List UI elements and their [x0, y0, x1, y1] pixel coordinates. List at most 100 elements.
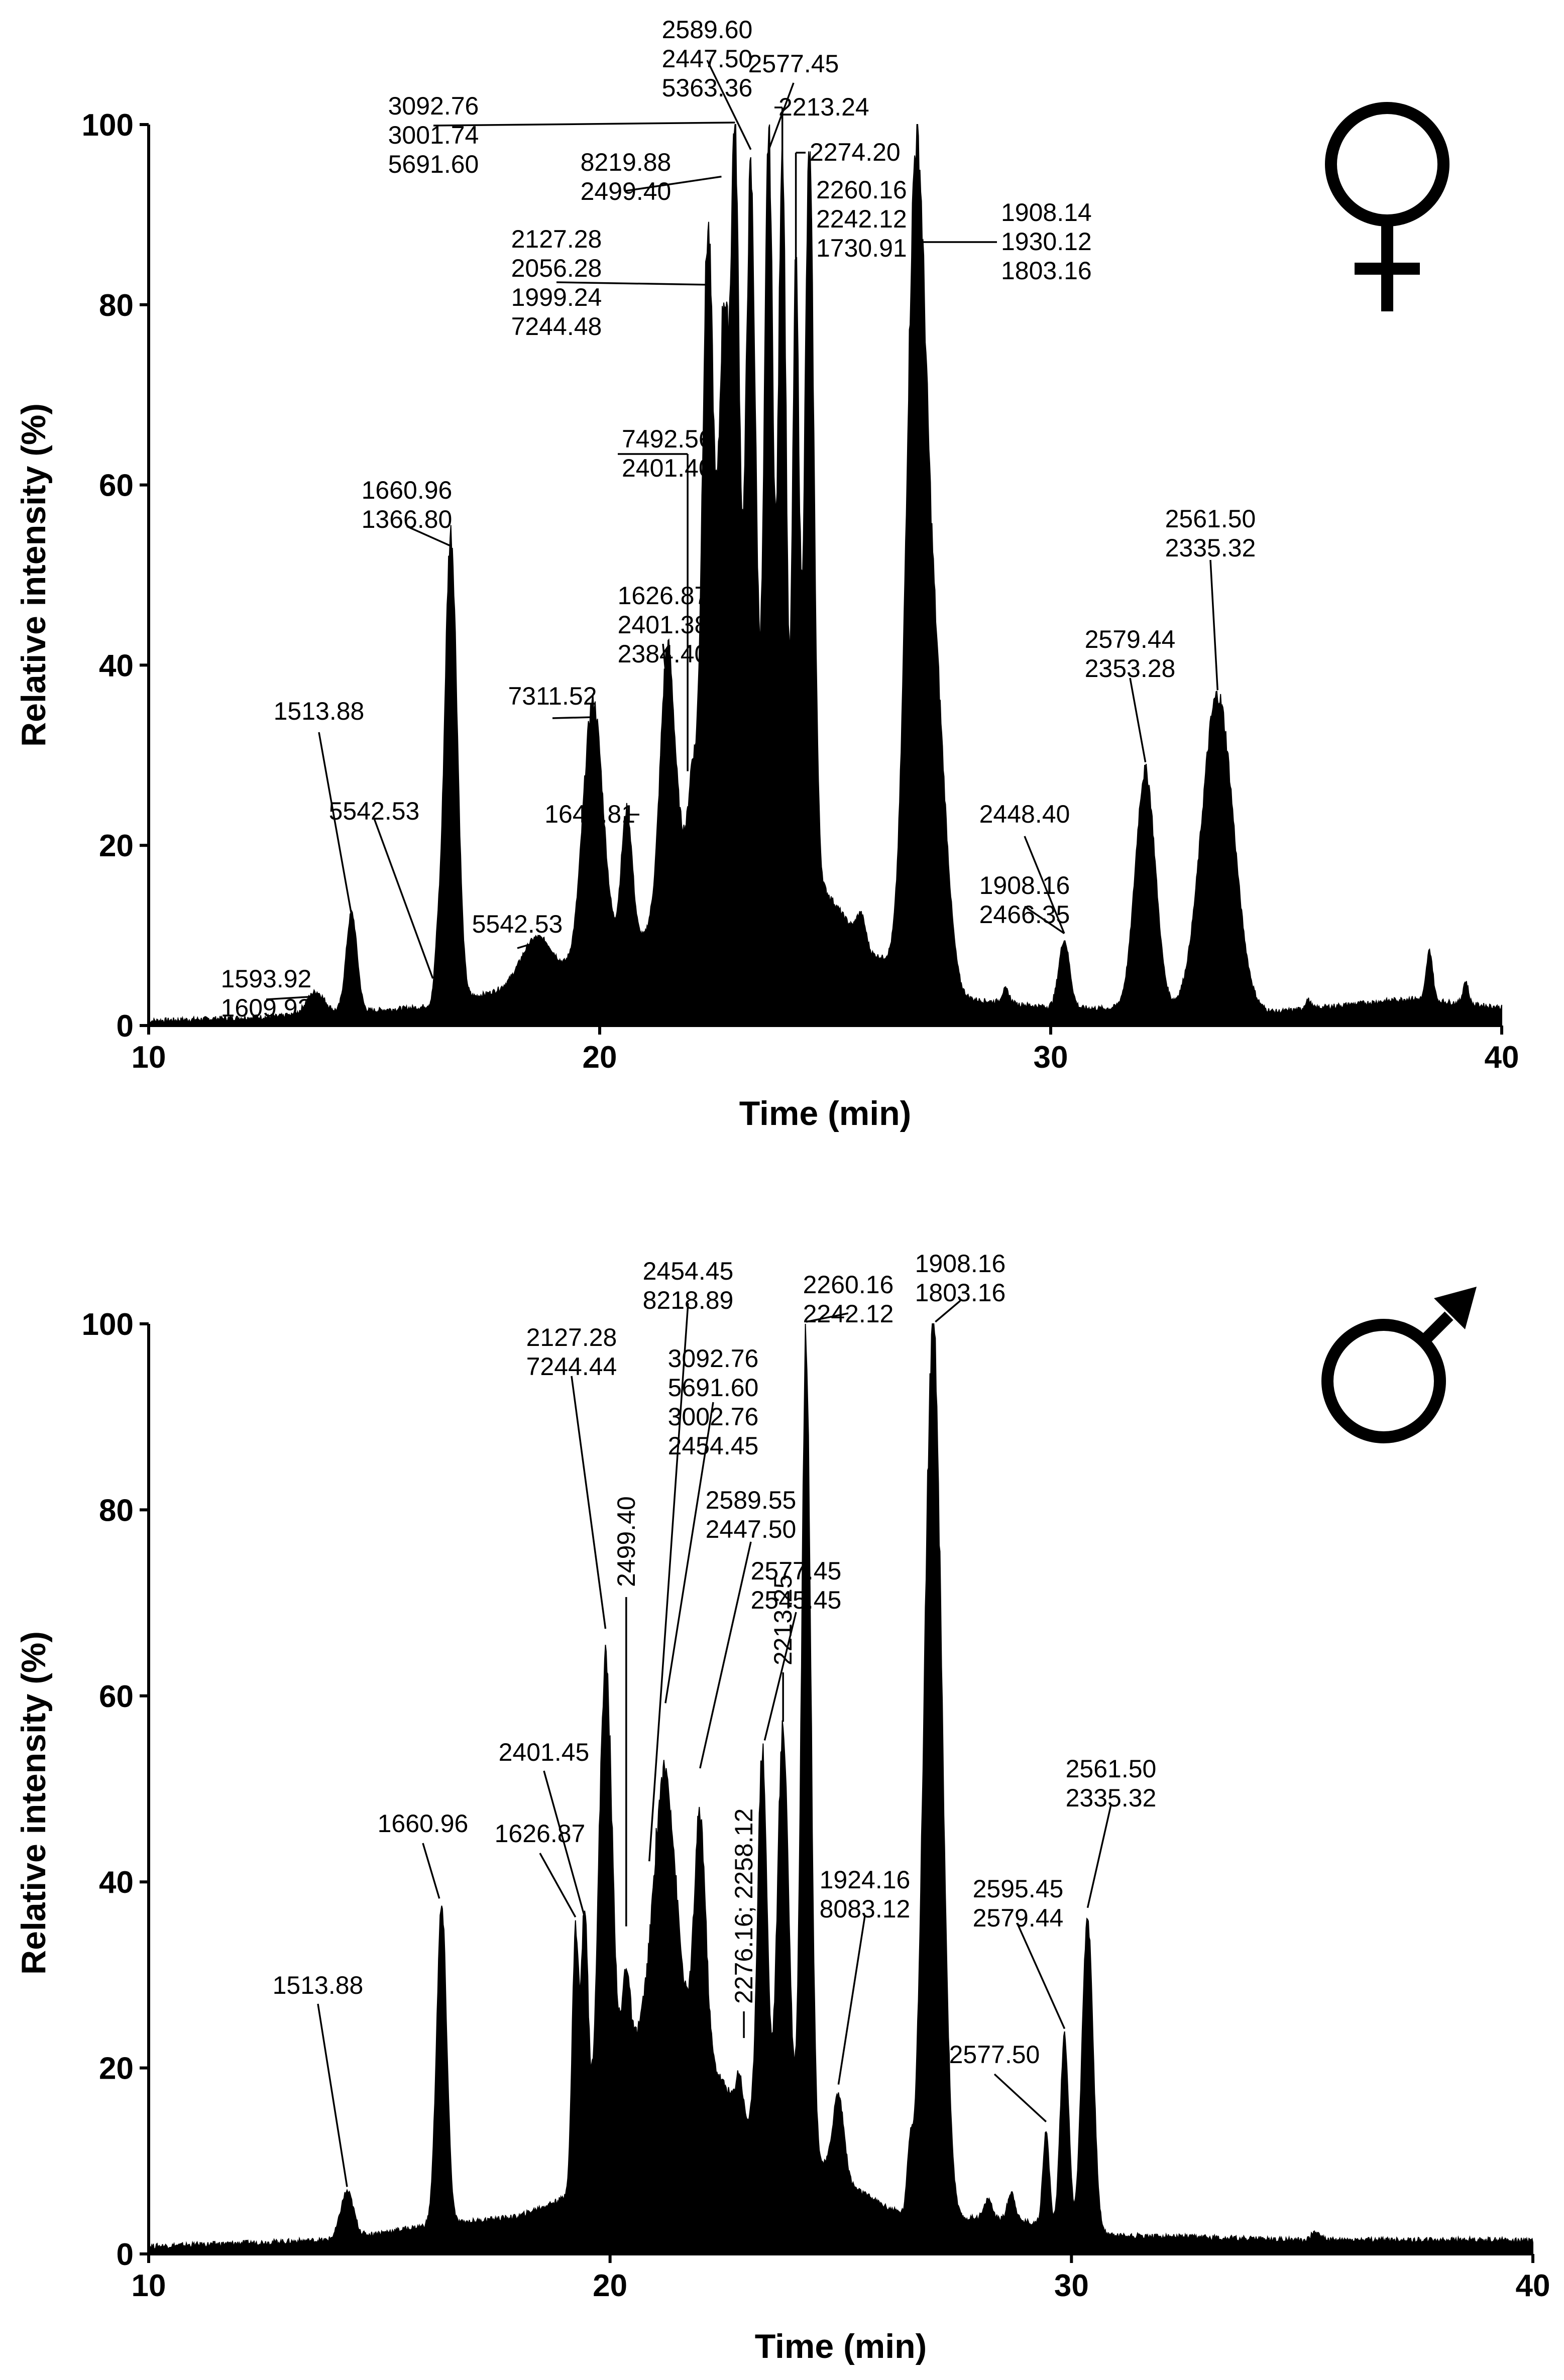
peak-mass-label: 2260.16: [803, 1271, 894, 1299]
peak-annotation: 2274.20: [795, 138, 901, 474]
peak-mass-label: 7244.48: [511, 312, 602, 341]
peak-mass-label: 1924.16: [820, 1866, 911, 1894]
female-y-axis-title: Relative intensity (%): [15, 403, 53, 747]
peak-leader-line: [699, 1541, 752, 1769]
peak-mass-label: 7492.56: [622, 425, 713, 453]
x-tick-label: 40: [1485, 1040, 1519, 1075]
male-y-ticks: 0 20 40 60 80 100: [82, 1307, 149, 2272]
peak-leader-line: [1209, 559, 1219, 691]
peak-mass-label: 2577.50: [949, 2041, 1040, 2069]
peak-mass-label: 2454.45: [643, 1257, 734, 1285]
peak-mass-label: 2127.28: [511, 225, 602, 253]
peak-mass-label: 3092.76: [388, 92, 479, 120]
peak-mass-label: 2466.35: [979, 900, 1070, 929]
peak-mass-label: 5691.60: [668, 1374, 759, 1402]
female-y-ticks: 0 20 40 60 80 100: [82, 108, 149, 1044]
peak-mass-label: 5363.36: [662, 74, 753, 102]
peak-annotation: 2401.45: [499, 1738, 590, 1917]
peak-mass-label: 7244.44: [526, 1352, 617, 1381]
peak-annotation: 2577.50: [949, 2041, 1047, 2123]
peak-leader-line: [1024, 836, 1065, 934]
peak-annotation: 5542.53: [329, 797, 434, 979]
peak-annotation: 2213.24: [774, 93, 869, 159]
peak-mass-label: 1513.88: [274, 697, 365, 725]
peak-mass-label: 1626.87: [618, 582, 709, 610]
peak-annotation: 2499.40: [612, 1496, 640, 1926]
peak-mass-label: 2401.38: [618, 611, 709, 639]
peak-annotation: 1660.96: [378, 1809, 469, 1899]
peak-leader-line: [373, 818, 434, 979]
peak-mass-label: 1660.96: [378, 1809, 469, 1838]
peak-mass-label: 5542.53: [472, 910, 563, 938]
peak-annotation: 7311.52: [508, 682, 597, 719]
y-tick-label: 20: [99, 2052, 134, 2086]
peak-mass-label: 2595.45: [973, 1875, 1064, 1903]
female-chromatogram-panel: 0 20 40 60 80 100 10 20 30 40 Time (min) Relativ…: [15, 16, 1519, 1132]
y-tick-label: 80: [99, 288, 134, 323]
peak-mass-label: 1626.87: [495, 1820, 586, 1848]
peak-leader-line: [806, 1312, 849, 1323]
peak-mass-label: 2127.28: [526, 1323, 617, 1351]
peak-leader-line: [935, 1300, 961, 1323]
y-tick-label: 60: [99, 469, 134, 503]
peak-mass-label: 1593.92: [221, 965, 312, 993]
peak-annotation: 1513.88: [273, 1971, 363, 2187]
peak-mass-label: 2260.16: [816, 176, 907, 204]
peak-mass-label: 3092.76: [668, 1344, 759, 1373]
y-tick-label: 60: [99, 1679, 134, 1714]
peak-mass-label: 2499.40: [581, 177, 672, 205]
peak-leader-line: [543, 1770, 586, 1917]
peak-leader-line: [664, 1402, 714, 1704]
peak-leader-line: [1024, 905, 1065, 935]
y-tick-label: 100: [82, 1307, 134, 1342]
y-tick-label: 40: [99, 1865, 134, 1900]
peak-leader-line: [763, 1612, 797, 1741]
peak-mass-label: 2579.44: [973, 1904, 1064, 1932]
male-x-ticks: 10 20 30 40: [132, 2254, 1550, 2303]
peak-mass-label: 2561.50: [1165, 505, 1256, 533]
peak-mass-label: 2499.40: [612, 1496, 640, 1587]
peak-mass-label: 2274.20: [810, 138, 901, 166]
peak-leader-line: [406, 525, 452, 547]
y-tick-label: 0: [117, 1009, 134, 1044]
peak-mass-label: 2454.45: [668, 1432, 759, 1460]
peak-leader-line: [571, 1376, 607, 1629]
peak-mass-label: 2213.25: [769, 1574, 797, 1665]
peak-mass-label: 2401.45: [499, 1738, 590, 1766]
male-x-axis-title: Time (min): [755, 2327, 927, 2365]
peak-mass-label: 8219.88: [581, 148, 672, 176]
x-tick-label: 30: [1034, 1040, 1068, 1075]
peak-mass-label: 2401.40: [622, 454, 713, 482]
peak-mass-label: 7311.52: [508, 682, 597, 710]
peak-mass-label: 1908.14: [1001, 198, 1092, 226]
peak-leader-line: [552, 716, 593, 719]
peak-leader-line: [318, 732, 353, 916]
peak-mass-label: 1644.81: [544, 800, 635, 828]
peak-mass-label: 1908.16: [915, 1250, 1006, 1278]
peak-mass-label: 1660.96: [362, 476, 453, 504]
peak-leader-line: [539, 1853, 577, 1918]
peak-leader-line: [317, 2003, 348, 2187]
peak-mass-label: 2056.28: [511, 254, 602, 282]
female-chromatogram-trace: [148, 124, 1502, 1026]
peak-mass-label: 2589.60: [662, 16, 753, 44]
peak-leader-line: [422, 1843, 440, 1899]
